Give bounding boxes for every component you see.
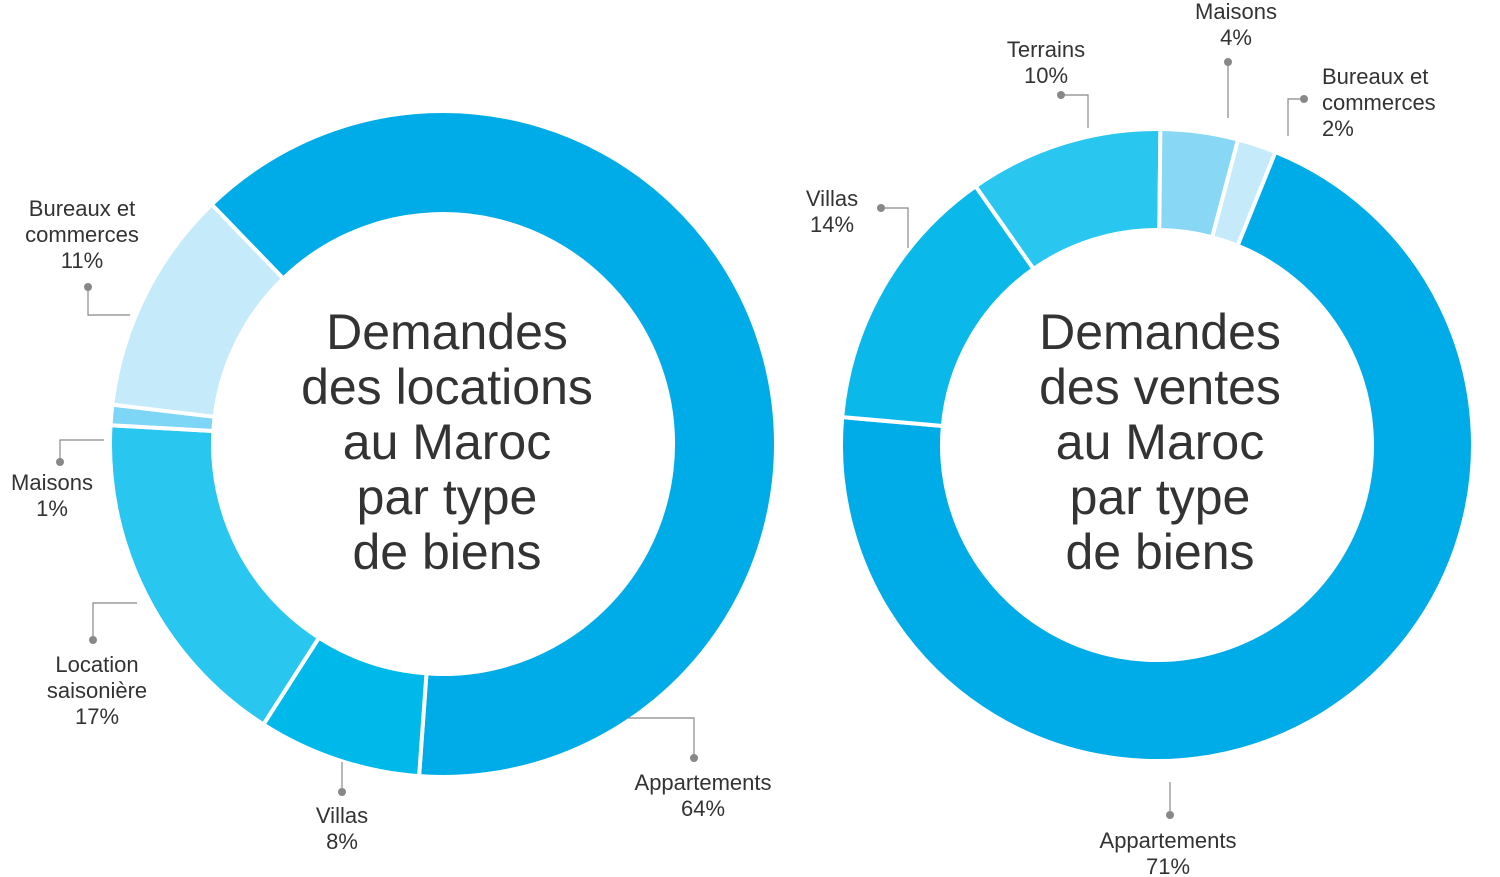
leader-line [87,287,130,316]
chart-title: par type [1070,469,1251,525]
slice-label: Maisons 1% [11,470,93,522]
leader-line [1287,98,1304,136]
leader-dot [1300,95,1308,103]
slice-label: Bureaux et commerces 2% [1322,64,1497,142]
chart-title: au Maroc [343,414,551,470]
category-label: Villas [805,186,859,211]
leader-line [881,207,909,248]
category-label: Location saisonière [46,652,148,703]
value-label: 64% [680,796,726,821]
category-label: Maisons [11,470,93,495]
slice-label: Location saisonière 17% [17,652,177,730]
slice-label: Bureaux et commerces 11% [0,196,167,274]
chart-title: de biens [1065,524,1254,580]
slice [110,201,287,420]
value-label: 8% [326,829,358,854]
slice [1209,137,1278,249]
category-label: Appartements [1099,828,1237,853]
leader-dot [89,636,97,644]
slice-label: Villas 14% [806,186,858,238]
leader-line [92,602,137,640]
leader-dot [877,204,885,212]
leader-dot [338,788,346,796]
leader-line [59,439,104,462]
slice [208,109,778,779]
value-label: 4% [1220,25,1252,50]
value-label: 10% [1023,63,1069,88]
category-label: Bureaux et commerces [25,196,139,247]
value-label: 17% [74,704,120,729]
leader-dot [690,754,698,762]
category-label: Villas [315,803,369,828]
value-label: 11% [60,248,104,273]
chart-title: des locations [301,359,593,415]
chart-title: au Maroc [1056,414,1264,470]
slice-label: Appartements 64% [635,770,772,822]
leader-dot [1057,91,1065,99]
slice-label: Terrains 10% [1007,37,1085,89]
value-label: 2% [1322,116,1354,141]
leader-dot [1166,811,1174,819]
slice-label: Appartements 71% [1100,828,1237,877]
value-label: 1% [36,496,68,521]
chart-title: Demandes [326,304,568,360]
value-label: 14% [809,212,855,237]
chart-title: par type [357,469,538,525]
category-label: Maisons [1195,0,1277,24]
chart-title: des ventes [1039,359,1281,415]
category-label: Appartements [634,770,772,795]
slice-label: Villas 8% [316,803,368,855]
slice [839,149,1475,763]
leader-line [1061,94,1089,128]
leader-dot [1224,58,1232,66]
chart-title: de biens [352,524,541,580]
value-label: 71% [1145,854,1191,877]
slice-label: Maisons 4% [1195,0,1277,51]
category-label: Bureaux et commerces [1322,64,1436,115]
category-label: Terrains [1006,37,1086,62]
leader-dot [56,458,64,466]
leader-line [628,717,695,758]
leader-dot [84,283,92,291]
chart-title: Demandes [1039,304,1281,360]
